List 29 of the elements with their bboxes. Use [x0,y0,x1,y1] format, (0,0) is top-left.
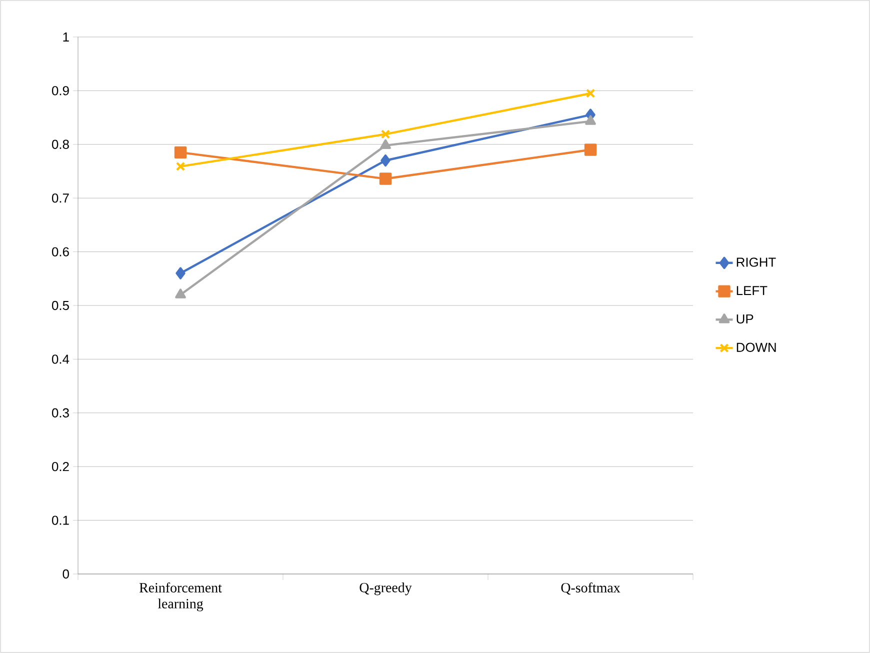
y-tick-label: 0.2 [52,462,69,472]
y-tick-label: 0.5 [52,300,69,310]
point [176,267,186,280]
point [585,115,596,125]
point [380,139,391,150]
point [175,288,186,298]
legend-label: DOWN [736,342,776,352]
legend-label: UP [736,314,754,324]
point [379,172,392,185]
y-tick-label: 0.3 [52,408,69,418]
y-tick-label: 0 [62,569,69,579]
point [174,146,187,159]
y-tick-label: 0.4 [52,354,70,364]
y-tick-label: 1 [63,32,69,42]
x-tick-label: Q-softmax [561,582,620,595]
y-tick-label: 0.8 [52,140,69,149]
legend-label: LEFT [736,286,768,296]
point [586,88,596,98]
point [584,144,597,156]
point [176,162,186,172]
y-tick-label: 0.7 [52,193,69,203]
point [380,130,390,139]
point [380,154,390,167]
y-tick-label: 0.1 [52,516,69,525]
x-tick-label: Q-greedy [360,582,412,596]
y-tick-label: 0.6 [52,247,69,256]
x-tick-label: Reinforcement learning [139,582,222,612]
y-tick-label: 0.9 [52,86,69,96]
legend-label: RIGHT [736,258,776,267]
